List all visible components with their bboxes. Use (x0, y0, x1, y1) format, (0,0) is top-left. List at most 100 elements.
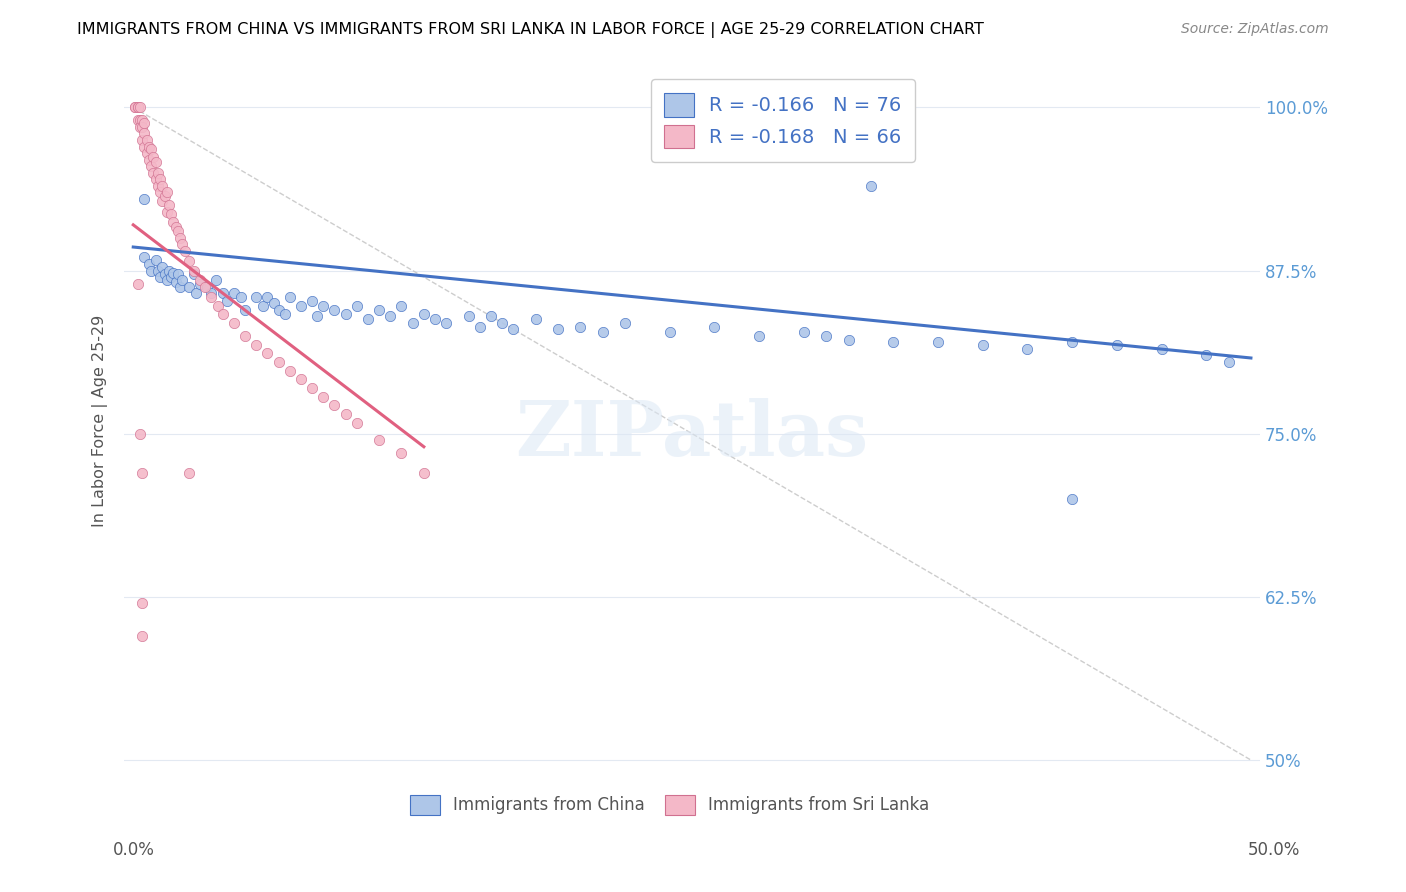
Point (1017, 342, 1039, 356)
Point (183, 268, 205, 282)
Point (129, 120, 152, 134)
Legend: Immigrants from China, Immigrants from Sri Lanka: Immigrants from China, Immigrants from S… (404, 788, 936, 822)
Point (179, 254, 201, 268)
Point (211, 285, 233, 300)
Point (153, 189, 176, 203)
Point (134, 127, 156, 141)
Point (167, 268, 190, 282)
Point (658, 325, 681, 339)
Point (167, 224, 190, 238)
Point (149, 270, 172, 285)
Point (793, 325, 815, 339)
Point (150, 178, 173, 193)
Point (188, 273, 211, 287)
Point (278, 364, 301, 378)
Point (267, 355, 290, 369)
Point (412, 307, 434, 321)
Point (150, 194, 173, 209)
Point (434, 316, 457, 330)
Point (972, 338, 994, 352)
Point (312, 299, 335, 313)
Point (468, 319, 491, 334)
Point (183, 263, 205, 277)
Point (146, 166, 169, 180)
Point (412, 466, 434, 480)
Point (172, 237, 194, 252)
Point (156, 185, 179, 199)
Point (1105, 338, 1128, 352)
Point (129, 100, 152, 114)
Text: 0.0%: 0.0% (112, 840, 155, 858)
Point (357, 311, 380, 326)
Point (222, 316, 245, 330)
Point (194, 280, 217, 294)
Point (301, 381, 323, 395)
Point (346, 416, 368, 430)
Point (184, 285, 207, 300)
Point (162, 266, 184, 280)
Point (256, 290, 278, 304)
Point (233, 302, 256, 317)
Point (491, 316, 513, 330)
Point (1062, 491, 1084, 506)
Point (748, 328, 770, 343)
Point (139, 142, 162, 156)
Point (368, 302, 391, 317)
Point (391, 299, 413, 313)
Point (335, 307, 357, 321)
Point (146, 178, 169, 193)
Point (502, 322, 524, 336)
Point (127, 100, 149, 114)
Point (169, 280, 191, 294)
Point (127, 113, 149, 128)
Point (138, 153, 160, 167)
Point (217, 293, 239, 308)
Point (256, 345, 278, 359)
Point (157, 263, 180, 277)
Point (1218, 355, 1240, 369)
Point (614, 316, 637, 330)
Text: 50.0%: 50.0% (1249, 840, 1301, 858)
Point (1150, 342, 1173, 356)
Point (205, 273, 228, 287)
Point (173, 244, 195, 258)
Point (131, 596, 153, 610)
Point (1062, 335, 1084, 350)
Point (457, 309, 479, 323)
Point (142, 150, 165, 164)
Point (142, 166, 165, 180)
Point (838, 333, 860, 347)
Point (138, 257, 160, 271)
Point (263, 296, 285, 310)
Point (703, 319, 725, 334)
Point (301, 293, 323, 308)
Point (274, 307, 297, 321)
Point (335, 407, 357, 421)
Point (1195, 348, 1218, 362)
Point (569, 319, 592, 334)
Point (323, 398, 346, 412)
Point (323, 302, 346, 317)
Point (245, 290, 267, 304)
Point (927, 335, 949, 350)
Point (139, 263, 162, 277)
Point (200, 285, 222, 300)
Point (160, 270, 183, 285)
Point (134, 139, 156, 153)
Point (165, 220, 187, 235)
Point (134, 192, 156, 206)
Point (138, 139, 160, 153)
Point (129, 113, 152, 128)
Point (179, 466, 201, 480)
Point (150, 260, 173, 274)
Y-axis label: In Labor Force | Age 25-29: In Labor Force | Age 25-29 (93, 315, 108, 527)
Point (195, 280, 218, 294)
Point (131, 120, 153, 134)
Point (233, 328, 256, 343)
Point (524, 311, 547, 326)
Point (153, 268, 176, 282)
Point (188, 277, 211, 291)
Point (149, 172, 172, 186)
Point (211, 307, 233, 321)
Point (127, 100, 149, 114)
